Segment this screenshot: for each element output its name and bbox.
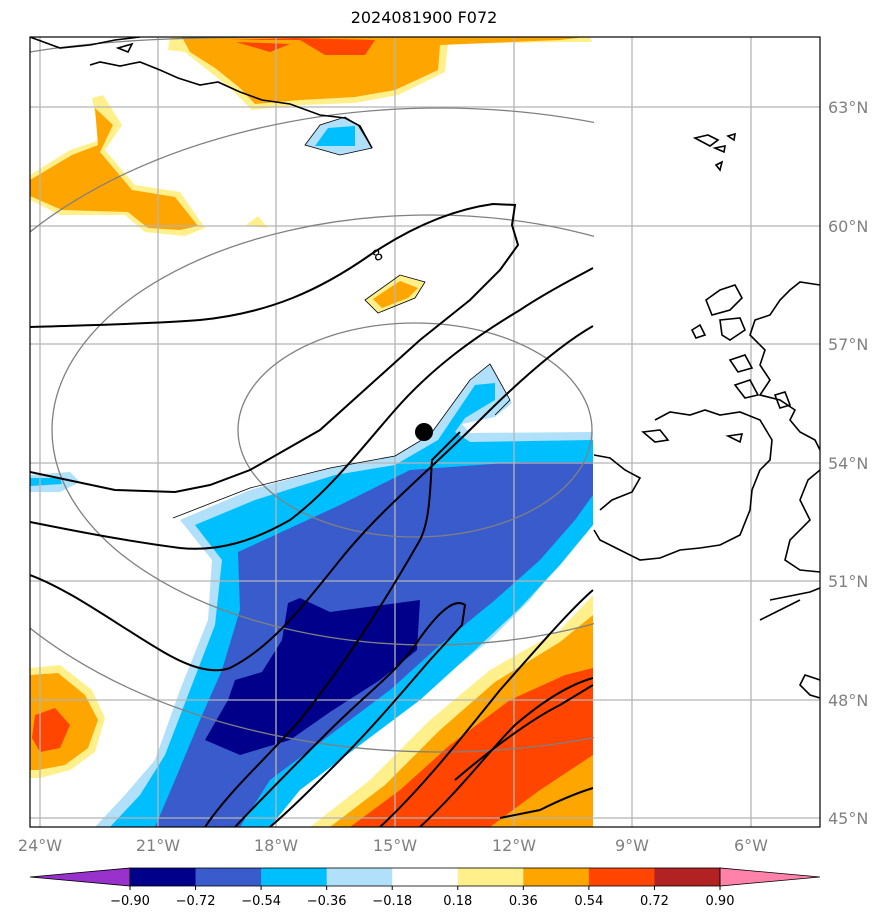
graticule-east	[594, 37, 820, 827]
lat-label: 57°N	[828, 335, 868, 354]
map-area: 8	[30, 37, 820, 827]
colorbar-band	[457, 868, 524, 886]
colorbar-band	[654, 868, 721, 886]
colorbar-band	[130, 868, 197, 886]
colorbar-label: 0.72	[640, 894, 669, 909]
lat-label: 48°N	[828, 691, 868, 710]
colorbar-label: −0.72	[176, 894, 216, 909]
lat-label: 51°N	[828, 572, 868, 591]
storm-centre-marker	[415, 423, 433, 441]
colorbar-label: −0.18	[372, 894, 412, 909]
colorbar-frame	[129, 867, 721, 887]
lat-label: 60°N	[828, 217, 868, 236]
latitude-labels: 63°N 60°N 57°N 54°N 51°N 48°N 45°N	[828, 98, 868, 828]
pressure-contours	[30, 202, 594, 827]
colorbar: −0.90 −0.72 −0.54 −0.36 −0.18 0.18 0.36 0.54 0.7…	[29, 867, 821, 909]
no-data-region	[594, 37, 820, 827]
lon-label: 9°W	[615, 836, 649, 855]
colorbar-label: −0.36	[307, 894, 347, 909]
lat-label: 45°N	[828, 809, 868, 828]
lat-label: 63°N	[828, 98, 868, 117]
colorbar-label: 0.36	[509, 894, 538, 909]
lon-label: 21°W	[136, 836, 180, 855]
lon-label: 6°W	[734, 836, 768, 855]
colorbar-label: −0.54	[241, 894, 281, 909]
lon-label: 18°W	[254, 836, 298, 855]
colorbar-extend-high	[719, 867, 821, 887]
lon-label: 24°W	[18, 836, 62, 855]
colorbar-band	[523, 868, 590, 886]
longitude-labels: 24°W 21°W 18°W 15°W 12°W 9°W 6°W	[18, 836, 768, 855]
shaded-field-negative	[30, 117, 593, 827]
coastlines	[30, 37, 820, 699]
colorbar-band	[588, 868, 655, 886]
colorbar-band	[195, 868, 262, 886]
lat-label: 54°N	[828, 454, 868, 473]
colorbar-band	[261, 868, 328, 886]
lon-label: 12°W	[492, 836, 536, 855]
colorbar-label: −0.90	[110, 894, 150, 909]
colorbar-label: 0.90	[706, 894, 735, 909]
colorbar-band	[392, 868, 459, 886]
colorbar-extend-low	[29, 867, 131, 887]
map-title: 2024081900 F072	[350, 8, 498, 27]
axes-frame	[29, 36, 821, 828]
colorbar-band	[326, 868, 393, 886]
lon-label: 15°W	[373, 836, 417, 855]
colorbar-label: 0.18	[443, 894, 472, 909]
colorbar-label: 0.54	[574, 894, 603, 909]
